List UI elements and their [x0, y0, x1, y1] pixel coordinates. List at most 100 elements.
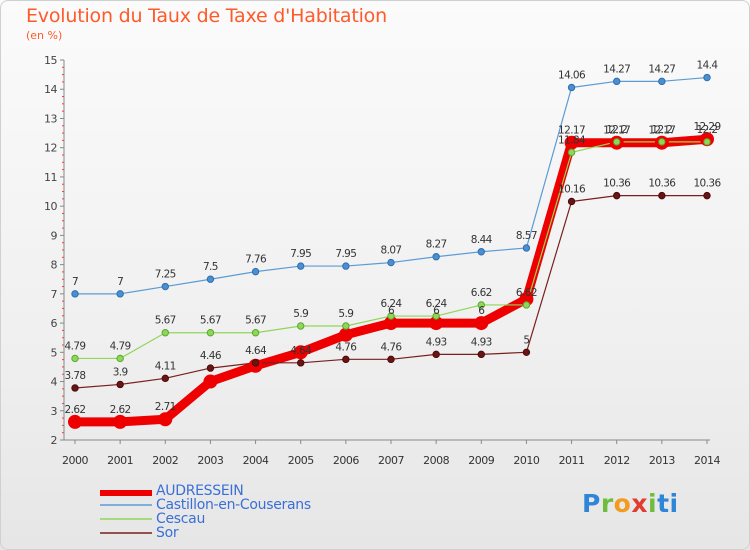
legend-swatch-castillon [100, 504, 152, 506]
data-label-cescau: 6.24 [426, 298, 448, 310]
data-label-cescau: 12.2 [697, 124, 718, 136]
data-label-sor: 4.64 [290, 345, 312, 357]
x-tick-label: 2006 [333, 454, 359, 467]
data-label-cescau: 5.67 [245, 315, 266, 327]
y-tick-label: 3 [51, 405, 58, 418]
data-label-castillon: 14.06 [558, 69, 586, 81]
x-tick-label: 2004 [243, 454, 269, 467]
legend-label: Castillon-en-Couserans [156, 497, 311, 513]
data-label-audressein: 6 [433, 305, 440, 317]
point-castillon [251, 267, 260, 276]
point-castillon [613, 77, 621, 86]
point-cescau [703, 138, 711, 146]
point-cescau [387, 312, 395, 320]
data-label-castillon: 8.57 [516, 230, 537, 242]
data-label-sor: 4.76 [335, 341, 357, 353]
point-castillon [703, 73, 711, 82]
y-tick-label: 6 [51, 317, 58, 330]
point-cescau [297, 322, 305, 330]
data-label-audressein: 12.29 [693, 121, 720, 133]
point-sor [613, 191, 621, 200]
data-label-sor: 4.93 [426, 336, 447, 348]
data-label-castillon: 8.44 [471, 234, 493, 246]
point-sor [522, 348, 531, 357]
x-tick-label: 2002 [152, 454, 178, 467]
data-label-cescau: 4.79 [110, 340, 131, 352]
y-tick-label: 12 [44, 142, 57, 155]
legend-swatch-cescau [100, 518, 152, 520]
point-castillon [342, 262, 350, 270]
point-audressein [203, 374, 218, 389]
data-label-sor: 3.9 [113, 366, 128, 378]
data-label-sor: 5 [523, 334, 529, 346]
point-castillon [116, 290, 124, 298]
point-cescau [567, 148, 576, 157]
point-audressein [113, 414, 128, 429]
chart-subtitle: (en %) [26, 29, 63, 42]
y-tick-label: 8 [51, 259, 58, 272]
point-castillon [522, 244, 531, 252]
point-sor [206, 364, 215, 372]
point-sor [71, 384, 79, 392]
data-label-sor: 10.36 [693, 178, 721, 190]
data-label-castillon: 8.27 [426, 239, 447, 251]
point-castillon [297, 262, 305, 270]
data-label-castillon: 7.25 [155, 269, 176, 281]
legend-swatch-audressein [100, 490, 152, 496]
x-tick-label: 2009 [468, 454, 494, 467]
data-label-sor: 10.36 [603, 178, 631, 190]
data-label-cescau: 5.67 [155, 315, 176, 327]
data-label-audressein: 12.17 [558, 125, 585, 137]
point-sor [161, 374, 169, 383]
point-audressein [474, 316, 489, 331]
point-audressein [293, 345, 308, 360]
point-sor [703, 191, 711, 200]
data-label-cescau: 6.62 [516, 287, 537, 299]
data-label-cescau: 12.2 [606, 124, 627, 136]
data-label-sor: 3.78 [65, 370, 86, 382]
point-sor [658, 191, 666, 200]
legend-label: Cescau [156, 511, 206, 527]
x-tick-label: 2005 [288, 454, 314, 467]
data-label-audressein: 2.62 [110, 404, 131, 416]
data-label-audressein: 12.17 [648, 125, 675, 137]
y-tick-label: 7 [51, 288, 58, 301]
x-tick-label: 2008 [423, 454, 449, 467]
y-tick-label: 15 [44, 54, 57, 67]
point-castillon [567, 83, 576, 92]
point-cescau [206, 329, 215, 337]
x-tick-label: 2011 [559, 454, 585, 467]
legend-label: Sor [156, 525, 179, 541]
data-label-cescau: 4.79 [65, 340, 86, 352]
data-label-castillon: 7 [72, 276, 78, 288]
data-label-sor: 10.16 [558, 183, 586, 195]
data-label-castillon: 7.76 [245, 254, 267, 266]
x-tick-label: 2010 [513, 454, 539, 467]
y-tick-label: 10 [44, 200, 57, 213]
x-tick-label: 2007 [378, 454, 404, 467]
point-cescau [432, 312, 440, 320]
point-castillon [387, 258, 395, 267]
point-castillon [658, 77, 666, 86]
point-castillon [71, 290, 79, 298]
data-label-cescau: 5.9 [293, 308, 308, 320]
data-label-audressein: 2.71 [155, 401, 176, 413]
data-label-sor: 4.46 [200, 350, 222, 362]
point-cescau [71, 354, 79, 363]
x-tick-label: 2013 [649, 454, 675, 467]
chart-title: Evolution du Taux de Taxe d'Habitation [26, 5, 387, 27]
point-audressein [68, 414, 82, 429]
point-cescau [613, 138, 621, 146]
x-tick-label: 2000 [62, 454, 88, 467]
point-cescau [116, 354, 124, 363]
y-tick-label: 9 [51, 229, 58, 242]
data-label-cescau: 5.67 [200, 315, 221, 327]
point-sor [432, 350, 440, 359]
point-sor [342, 355, 350, 364]
data-label-castillon: 8.07 [381, 245, 402, 257]
legend-swatch-sor [100, 532, 152, 534]
data-label-castillon: 7.95 [290, 248, 311, 260]
y-tick-label: 4 [51, 376, 58, 389]
point-audressein [158, 412, 173, 427]
